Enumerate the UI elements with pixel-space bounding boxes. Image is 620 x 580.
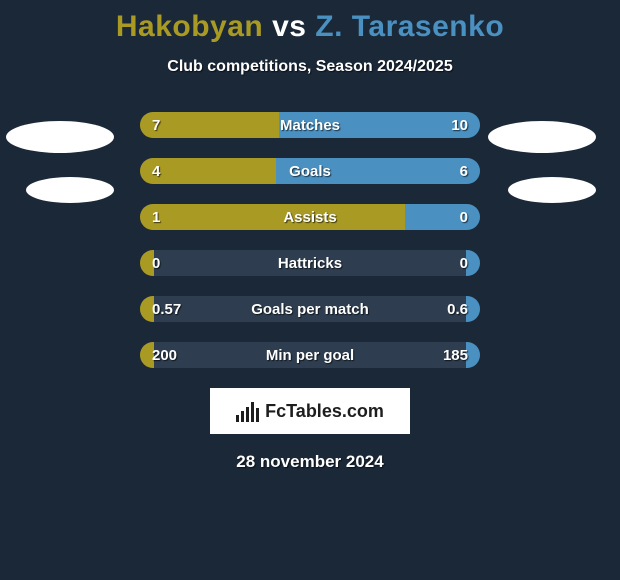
stat-label: Goals — [140, 158, 480, 184]
vs-text: vs — [272, 10, 306, 43]
stat-row: 200185Min per goal — [140, 342, 480, 368]
stat-row: 0.570.6Goals per match — [140, 296, 480, 322]
logo-bars-icon — [236, 400, 259, 422]
stat-label: Matches — [140, 112, 480, 138]
subtitle: Club competitions, Season 2024/2025 — [0, 58, 620, 76]
logo-text: FcTables.com — [265, 401, 384, 422]
stat-label: Assists — [140, 204, 480, 230]
stat-row: 46Goals — [140, 158, 480, 184]
player1-name: Hakobyan — [116, 10, 263, 43]
player-photo-placeholder — [488, 121, 596, 153]
player-photo-placeholder — [6, 121, 114, 153]
player-photo-placeholder — [508, 177, 596, 203]
date-text: 28 november 2024 — [0, 452, 620, 472]
stat-row: 710Matches — [140, 112, 480, 138]
stat-row: 00Hattricks — [140, 250, 480, 276]
stat-label: Min per goal — [140, 342, 480, 368]
fctables-logo: FcTables.com — [210, 388, 410, 434]
comparison-title: Hakobyan vs Z. Tarasenko — [0, 0, 620, 44]
stat-label: Hattricks — [140, 250, 480, 276]
player2-name: Z. Tarasenko — [315, 10, 504, 43]
stat-label: Goals per match — [140, 296, 480, 322]
player-photo-placeholder — [26, 177, 114, 203]
stat-row: 10Assists — [140, 204, 480, 230]
